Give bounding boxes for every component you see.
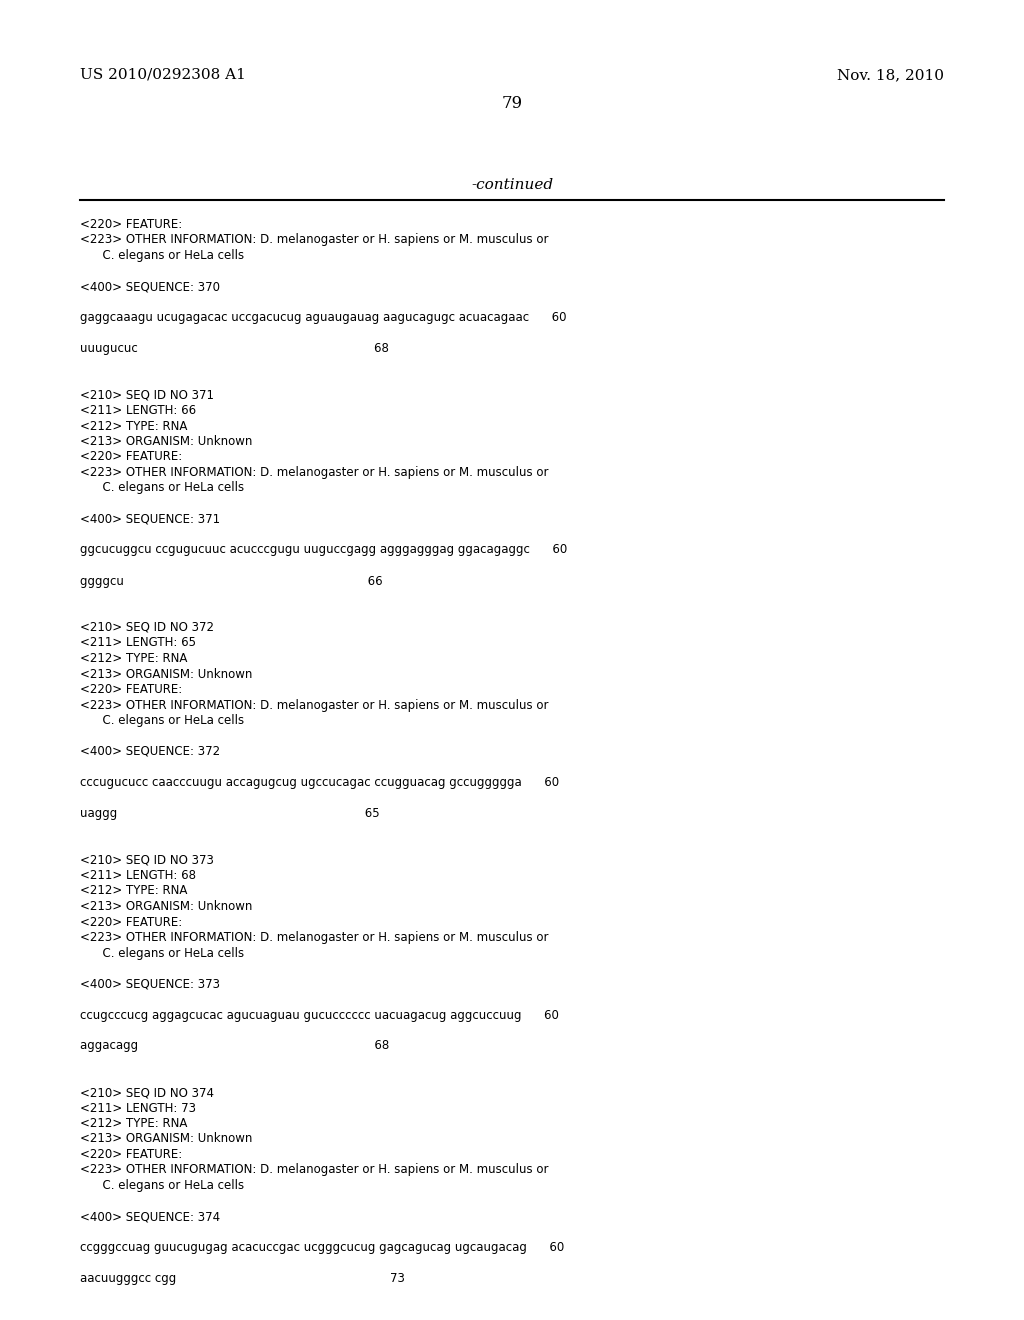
Text: <212> TYPE: RNA: <212> TYPE: RNA <box>80 652 187 665</box>
Text: <223> OTHER INFORMATION: D. melanogaster or H. sapiens or M. musculus or: <223> OTHER INFORMATION: D. melanogaster… <box>80 931 549 944</box>
Text: ccgggccuag guucugugag acacuccgac ucgggcucug gagcagucag ugcaugacag      60: ccgggccuag guucugugag acacuccgac ucgggcu… <box>80 1241 564 1254</box>
Text: -continued: -continued <box>471 178 553 191</box>
Text: <213> ORGANISM: Unknown: <213> ORGANISM: Unknown <box>80 900 252 913</box>
Text: <220> FEATURE:: <220> FEATURE: <box>80 916 182 928</box>
Text: Nov. 18, 2010: Nov. 18, 2010 <box>837 69 944 82</box>
Text: <213> ORGANISM: Unknown: <213> ORGANISM: Unknown <box>80 436 252 447</box>
Text: <220> FEATURE:: <220> FEATURE: <box>80 218 182 231</box>
Text: <213> ORGANISM: Unknown: <213> ORGANISM: Unknown <box>80 668 252 681</box>
Text: <223> OTHER INFORMATION: D. melanogaster or H. sapiens or M. musculus or: <223> OTHER INFORMATION: D. melanogaster… <box>80 466 549 479</box>
Text: C. elegans or HeLa cells: C. elegans or HeLa cells <box>80 714 244 727</box>
Text: <210> SEQ ID NO 371: <210> SEQ ID NO 371 <box>80 388 214 401</box>
Text: <400> SEQUENCE: 374: <400> SEQUENCE: 374 <box>80 1210 220 1224</box>
Text: <220> FEATURE:: <220> FEATURE: <box>80 1148 182 1162</box>
Text: 79: 79 <box>502 95 522 112</box>
Text: <220> FEATURE:: <220> FEATURE: <box>80 682 182 696</box>
Text: <212> TYPE: RNA: <212> TYPE: RNA <box>80 420 187 433</box>
Text: <213> ORGANISM: Unknown: <213> ORGANISM: Unknown <box>80 1133 252 1146</box>
Text: <223> OTHER INFORMATION: D. melanogaster or H. sapiens or M. musculus or: <223> OTHER INFORMATION: D. melanogaster… <box>80 1163 549 1176</box>
Text: cccugucucc caacccuugu accagugcug ugccucagac ccugguacag gccuggggga      60: cccugucucc caacccuugu accagugcug ugccuca… <box>80 776 559 789</box>
Text: <211> LENGTH: 65: <211> LENGTH: 65 <box>80 636 196 649</box>
Text: <210> SEQ ID NO 373: <210> SEQ ID NO 373 <box>80 854 214 866</box>
Text: <210> SEQ ID NO 375: <210> SEQ ID NO 375 <box>80 1319 214 1320</box>
Text: <220> FEATURE:: <220> FEATURE: <box>80 450 182 463</box>
Text: ggcucuggcu ccgugucuuc acucccgugu uuguccgagg agggagggag ggacagaggc      60: ggcucuggcu ccgugucuuc acucccgugu uuguccg… <box>80 544 567 557</box>
Text: ggggcu                                                                 66: ggggcu 66 <box>80 574 383 587</box>
Text: <210> SEQ ID NO 372: <210> SEQ ID NO 372 <box>80 620 214 634</box>
Text: US 2010/0292308 A1: US 2010/0292308 A1 <box>80 69 246 82</box>
Text: <223> OTHER INFORMATION: D. melanogaster or H. sapiens or M. musculus or: <223> OTHER INFORMATION: D. melanogaster… <box>80 698 549 711</box>
Text: <212> TYPE: RNA: <212> TYPE: RNA <box>80 884 187 898</box>
Text: <211> LENGTH: 68: <211> LENGTH: 68 <box>80 869 196 882</box>
Text: C. elegans or HeLa cells: C. elegans or HeLa cells <box>80 482 244 495</box>
Text: <400> SEQUENCE: 370: <400> SEQUENCE: 370 <box>80 280 220 293</box>
Text: <400> SEQUENCE: 373: <400> SEQUENCE: 373 <box>80 978 220 990</box>
Text: <400> SEQUENCE: 372: <400> SEQUENCE: 372 <box>80 744 220 758</box>
Text: <210> SEQ ID NO 374: <210> SEQ ID NO 374 <box>80 1086 214 1100</box>
Text: C. elegans or HeLa cells: C. elegans or HeLa cells <box>80 1179 244 1192</box>
Text: C. elegans or HeLa cells: C. elegans or HeLa cells <box>80 946 244 960</box>
Text: <211> LENGTH: 66: <211> LENGTH: 66 <box>80 404 197 417</box>
Text: uuugucuc                                                               68: uuugucuc 68 <box>80 342 389 355</box>
Text: <223> OTHER INFORMATION: D. melanogaster or H. sapiens or M. musculus or: <223> OTHER INFORMATION: D. melanogaster… <box>80 234 549 247</box>
Text: ccugcccucg aggagcucac agucuaguau gucucccccc uacuagacug aggcuccuug      60: ccugcccucg aggagcucac agucuaguau gucuccc… <box>80 1008 559 1022</box>
Text: <212> TYPE: RNA: <212> TYPE: RNA <box>80 1117 187 1130</box>
Text: gaggcaaagu ucugagacac uccgacucug aguaugauag aagucagugc acuacagaac      60: gaggcaaagu ucugagacac uccgacucug aguauga… <box>80 312 566 323</box>
Text: uaggg                                                                  65: uaggg 65 <box>80 807 380 820</box>
Text: C. elegans or HeLa cells: C. elegans or HeLa cells <box>80 249 244 261</box>
Text: aggacagg                                                               68: aggacagg 68 <box>80 1040 389 1052</box>
Text: <211> LENGTH: 73: <211> LENGTH: 73 <box>80 1101 196 1114</box>
Text: <400> SEQUENCE: 371: <400> SEQUENCE: 371 <box>80 512 220 525</box>
Text: aacuugggcc cgg                                                         73: aacuugggcc cgg 73 <box>80 1272 404 1284</box>
